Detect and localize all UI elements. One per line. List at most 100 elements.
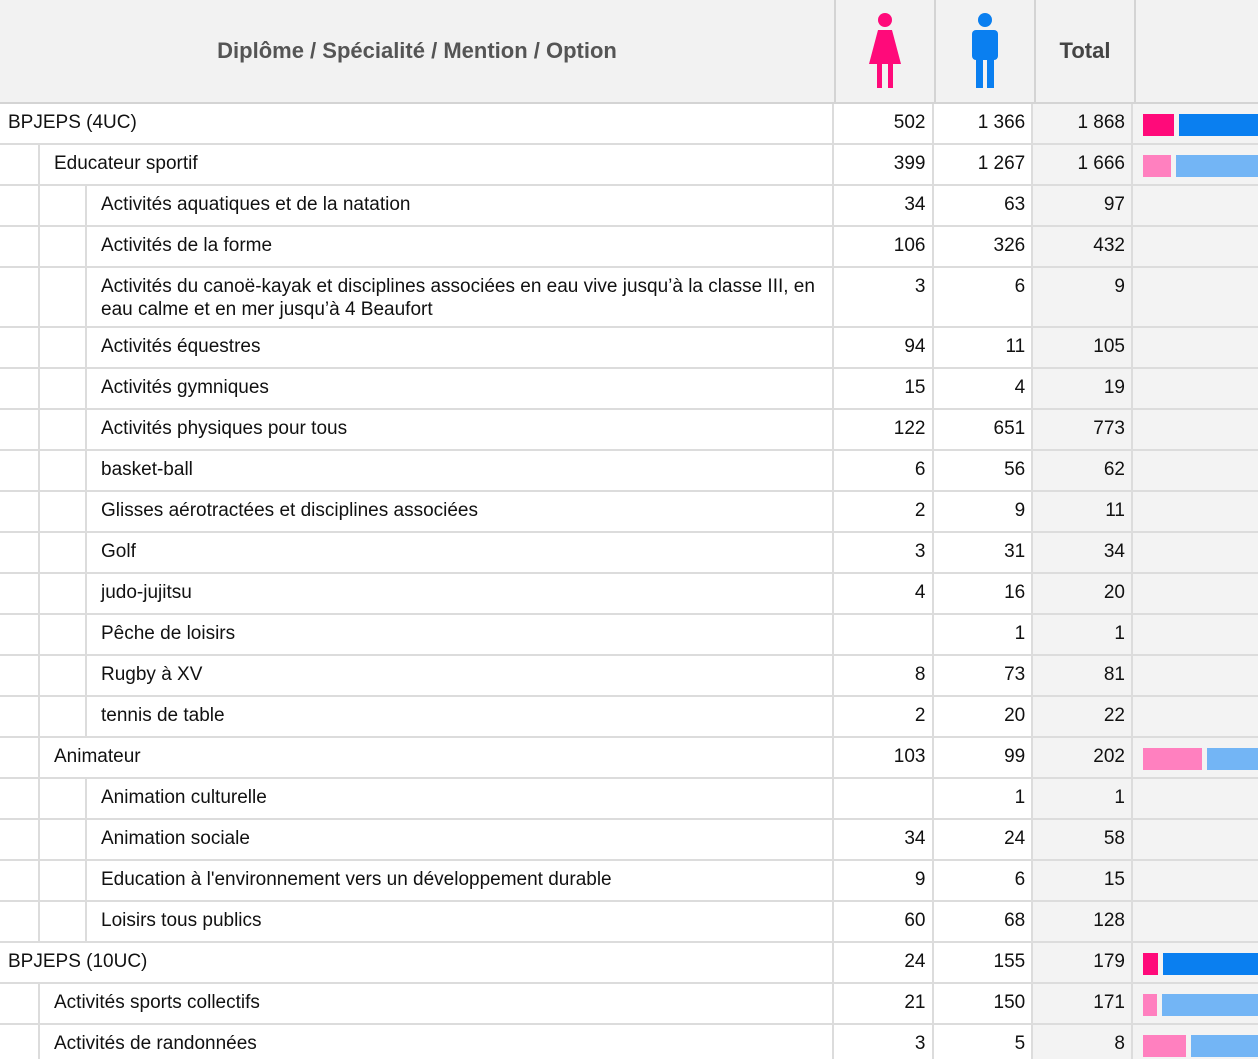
indent bbox=[40, 227, 87, 266]
female-bar bbox=[1143, 994, 1158, 1016]
female-count: 2 bbox=[834, 492, 934, 531]
label-cell: Animation culturelle bbox=[0, 779, 834, 818]
total-count: 15 bbox=[1033, 861, 1133, 900]
row-label: Activités physiques pour tous bbox=[101, 418, 348, 439]
female-count: 15 bbox=[834, 369, 934, 408]
indent bbox=[0, 574, 40, 613]
header-total: Total bbox=[1036, 0, 1136, 102]
indent bbox=[40, 492, 87, 531]
male-count: 20 bbox=[934, 697, 1034, 736]
label-cell: Educateur sportif bbox=[0, 145, 834, 184]
bar-cell bbox=[1133, 492, 1258, 531]
row-label: Activités de randonnées bbox=[54, 1033, 257, 1054]
row-label: judo-jujitsu bbox=[101, 582, 192, 603]
male-count: 155 bbox=[934, 943, 1034, 982]
male-icon bbox=[936, 0, 1036, 102]
female-count: 122 bbox=[834, 410, 934, 449]
row-label: Activités aquatiques et de la natation bbox=[101, 194, 411, 215]
bar-cell bbox=[1133, 574, 1258, 613]
table-body: BPJEPS (4UC) 502 1 366 1 868 Educateur sport… bbox=[0, 104, 1258, 1059]
row-label: Activités du canoë-kayak et disciplines … bbox=[101, 276, 815, 320]
bar-cell bbox=[1133, 738, 1258, 777]
table-row: Golf 3 31 34 bbox=[0, 533, 1258, 574]
male-count: 1 267 bbox=[934, 145, 1034, 184]
male-count: 6 bbox=[934, 861, 1034, 900]
female-count: 2 bbox=[834, 697, 934, 736]
total-count: 432 bbox=[1033, 227, 1133, 266]
male-count: 11 bbox=[934, 328, 1034, 367]
table-row: Animateur 103 99 202 bbox=[0, 738, 1258, 779]
bar-cell bbox=[1133, 369, 1258, 408]
indent bbox=[40, 369, 87, 408]
male-count: 5 bbox=[934, 1025, 1034, 1059]
row-label: Activités sports collectifs bbox=[54, 992, 260, 1013]
indent bbox=[0, 820, 40, 859]
total-count: 20 bbox=[1033, 574, 1133, 613]
female-icon bbox=[836, 0, 936, 102]
table-row: Activités équestres 94 11 105 bbox=[0, 328, 1258, 369]
female-count: 3 bbox=[834, 1025, 934, 1059]
male-count: 16 bbox=[934, 574, 1034, 613]
indent bbox=[40, 656, 87, 695]
indent bbox=[40, 820, 87, 859]
label-cell: tennis de table bbox=[0, 697, 834, 736]
female-count: 3 bbox=[834, 268, 934, 326]
label-cell: Golf bbox=[0, 533, 834, 572]
label-cell: Education à l'environnement vers un déve… bbox=[0, 861, 834, 900]
row-label: Animation culturelle bbox=[101, 787, 267, 808]
male-bar bbox=[1191, 1035, 1258, 1057]
indent bbox=[0, 738, 40, 777]
female-count: 103 bbox=[834, 738, 934, 777]
label-cell: Animation sociale bbox=[0, 820, 834, 859]
indent bbox=[40, 328, 87, 367]
indent bbox=[40, 861, 87, 900]
female-count: 502 bbox=[834, 104, 934, 143]
label-cell: Activités aquatiques et de la natation bbox=[0, 186, 834, 225]
indent bbox=[0, 328, 40, 367]
table-row: Activités du canoë-kayak et disciplines … bbox=[0, 268, 1258, 328]
row-label: Animateur bbox=[54, 746, 141, 767]
row-label: tennis de table bbox=[101, 705, 225, 726]
total-count: 128 bbox=[1033, 902, 1133, 941]
male-count: 6 bbox=[934, 268, 1034, 326]
female-count: 60 bbox=[834, 902, 934, 941]
indent bbox=[40, 533, 87, 572]
indent bbox=[40, 410, 87, 449]
total-count: 97 bbox=[1033, 186, 1133, 225]
table-row: BPJEPS (4UC) 502 1 366 1 868 bbox=[0, 104, 1258, 145]
indent bbox=[0, 451, 40, 490]
indent bbox=[40, 697, 87, 736]
male-count: 31 bbox=[934, 533, 1034, 572]
label-cell: basket-ball bbox=[0, 451, 834, 490]
male-count: 99 bbox=[934, 738, 1034, 777]
row-label: Loisirs tous publics bbox=[101, 910, 262, 931]
table-row: Activités aquatiques et de la natation 34… bbox=[0, 186, 1258, 227]
indent bbox=[0, 615, 40, 654]
indent bbox=[0, 697, 40, 736]
female-count: 34 bbox=[834, 820, 934, 859]
header-row: Diplôme / Spécialité / Mention / Option … bbox=[0, 0, 1258, 104]
bar-cell bbox=[1133, 451, 1258, 490]
female-count: 6 bbox=[834, 451, 934, 490]
indent bbox=[0, 410, 40, 449]
row-label: Rugby à XV bbox=[101, 664, 203, 685]
total-count: 11 bbox=[1033, 492, 1133, 531]
female-bar bbox=[1143, 1035, 1187, 1057]
total-count: 81 bbox=[1033, 656, 1133, 695]
indent bbox=[0, 186, 40, 225]
male-count: 24 bbox=[934, 820, 1034, 859]
bar-cell bbox=[1133, 227, 1258, 266]
bar-cell bbox=[1133, 268, 1258, 326]
label-cell: Pêche de loisirs bbox=[0, 615, 834, 654]
total-count: 62 bbox=[1033, 451, 1133, 490]
table-row: Activités gymniques 15 4 19 bbox=[0, 369, 1258, 410]
indent bbox=[40, 779, 87, 818]
male-count: 68 bbox=[934, 902, 1034, 941]
bar-cell bbox=[1133, 410, 1258, 449]
total-count: 1 bbox=[1033, 779, 1133, 818]
bar-cell bbox=[1133, 861, 1258, 900]
male-bar bbox=[1163, 953, 1258, 975]
row-label: Pêche de loisirs bbox=[101, 623, 236, 644]
label-cell: BPJEPS (4UC) bbox=[0, 104, 834, 143]
male-bar bbox=[1206, 748, 1258, 770]
